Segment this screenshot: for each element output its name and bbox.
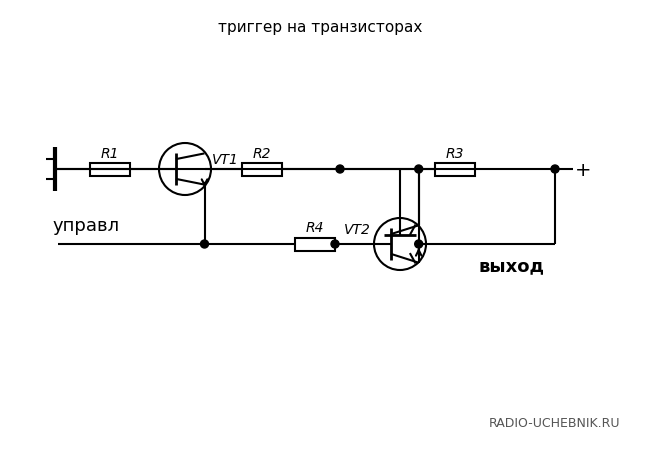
Text: R4: R4 [306, 221, 324, 235]
Circle shape [415, 241, 422, 248]
Text: R1: R1 [101, 146, 119, 160]
Bar [242, 163, 282, 176]
Bar [90, 163, 130, 176]
Text: R2: R2 [253, 146, 271, 160]
Circle shape [331, 241, 339, 248]
Bar [295, 238, 335, 251]
Circle shape [551, 166, 559, 174]
Circle shape [415, 166, 422, 174]
Circle shape [200, 241, 209, 248]
Text: +: + [575, 160, 592, 179]
Text: R3: R3 [446, 146, 464, 160]
Text: управл: управл [53, 217, 120, 235]
Text: триггер на транзисторах: триггер на транзисторах [218, 20, 422, 35]
Text: VT1: VT1 [212, 153, 239, 167]
Text: выход: выход [479, 257, 545, 274]
Text: RADIO-UCHEBNIK.RU: RADIO-UCHEBNIK.RU [489, 416, 620, 429]
Text: VT2: VT2 [344, 223, 371, 236]
Bar [435, 163, 475, 176]
Circle shape [336, 166, 344, 174]
